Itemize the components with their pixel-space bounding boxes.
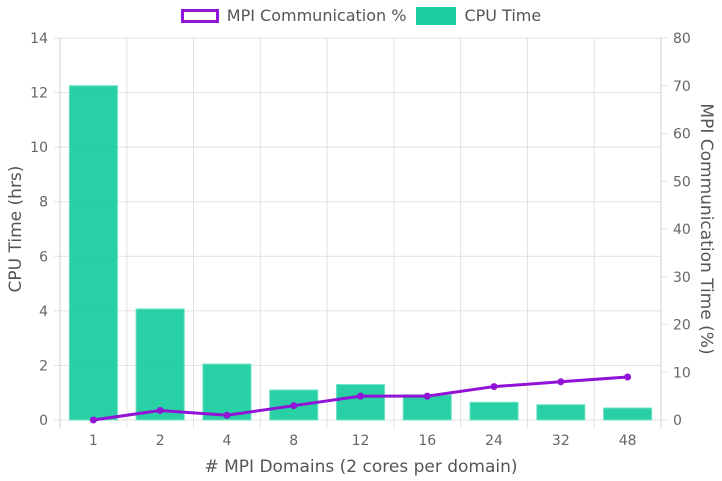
y2-tick-label: 30 [673,270,691,286]
y2-tick-label: 20 [673,318,691,334]
line-point [89,416,97,424]
x-axis-title: # MPI Domains (2 cores per domain) [204,457,517,477]
y-tick-label: 6 [39,249,48,265]
bar [536,404,586,421]
x-tick-label: 16 [418,433,436,449]
y2-axis-title: MPI Communication Time (%) [696,103,716,354]
bar [469,401,519,421]
y-tick-label: 2 [39,358,48,374]
x-tick-label: 12 [352,433,370,449]
y-tick-label: 4 [39,304,48,320]
bar [68,85,118,421]
x-tick-label: 24 [485,433,503,449]
x-tick-label: 48 [619,433,637,449]
x-tick-label: 2 [156,433,165,449]
y-tick-label: 14 [30,31,48,47]
bar [135,308,185,421]
y-tick-label: 12 [30,86,48,102]
legend-item-mpi-communication[interactable]: MPI Communication % [180,6,407,25]
bar [603,407,653,421]
bar [335,384,386,421]
bar-series-swatch-icon [416,6,457,25]
y2-tick-label: 10 [673,365,691,381]
y2-tick-label: 40 [673,222,691,238]
line-point [557,378,565,386]
y-tick-label: 8 [39,195,48,211]
x-tick-label: 32 [552,433,570,449]
line-point [290,402,298,410]
mpi-communication-line [89,373,632,424]
y2-tick-label: 70 [673,79,691,95]
line-point [490,383,498,391]
y2-tick-label: 80 [673,31,691,47]
y2-tick-label: 60 [673,127,691,143]
x-tick-label: 8 [289,433,298,449]
y-tick-label: 10 [30,140,48,156]
legend-label-cpu: CPU Time [464,6,542,25]
line-point [423,392,431,400]
chart-legend: MPI Communication % CPU Time [0,6,722,25]
cpu-time-bars [68,85,653,421]
legend-item-cpu-time[interactable]: CPU Time [416,6,541,25]
line-point [156,406,164,414]
line-point [624,373,632,381]
y2-tick-label: 0 [673,413,682,429]
y2-tick-label: 50 [673,174,691,190]
legend-label-mpi: MPI Communication % [226,6,407,25]
bar [202,363,252,421]
y-tick-label: 0 [39,413,48,429]
line-point [357,392,364,400]
y-axis-title: CPU Time (hrs) [6,166,26,293]
x-tick-label: 4 [222,433,231,449]
line-series-swatch-icon [180,8,219,23]
line-point [223,411,231,419]
x-tick-label: 1 [89,433,98,449]
